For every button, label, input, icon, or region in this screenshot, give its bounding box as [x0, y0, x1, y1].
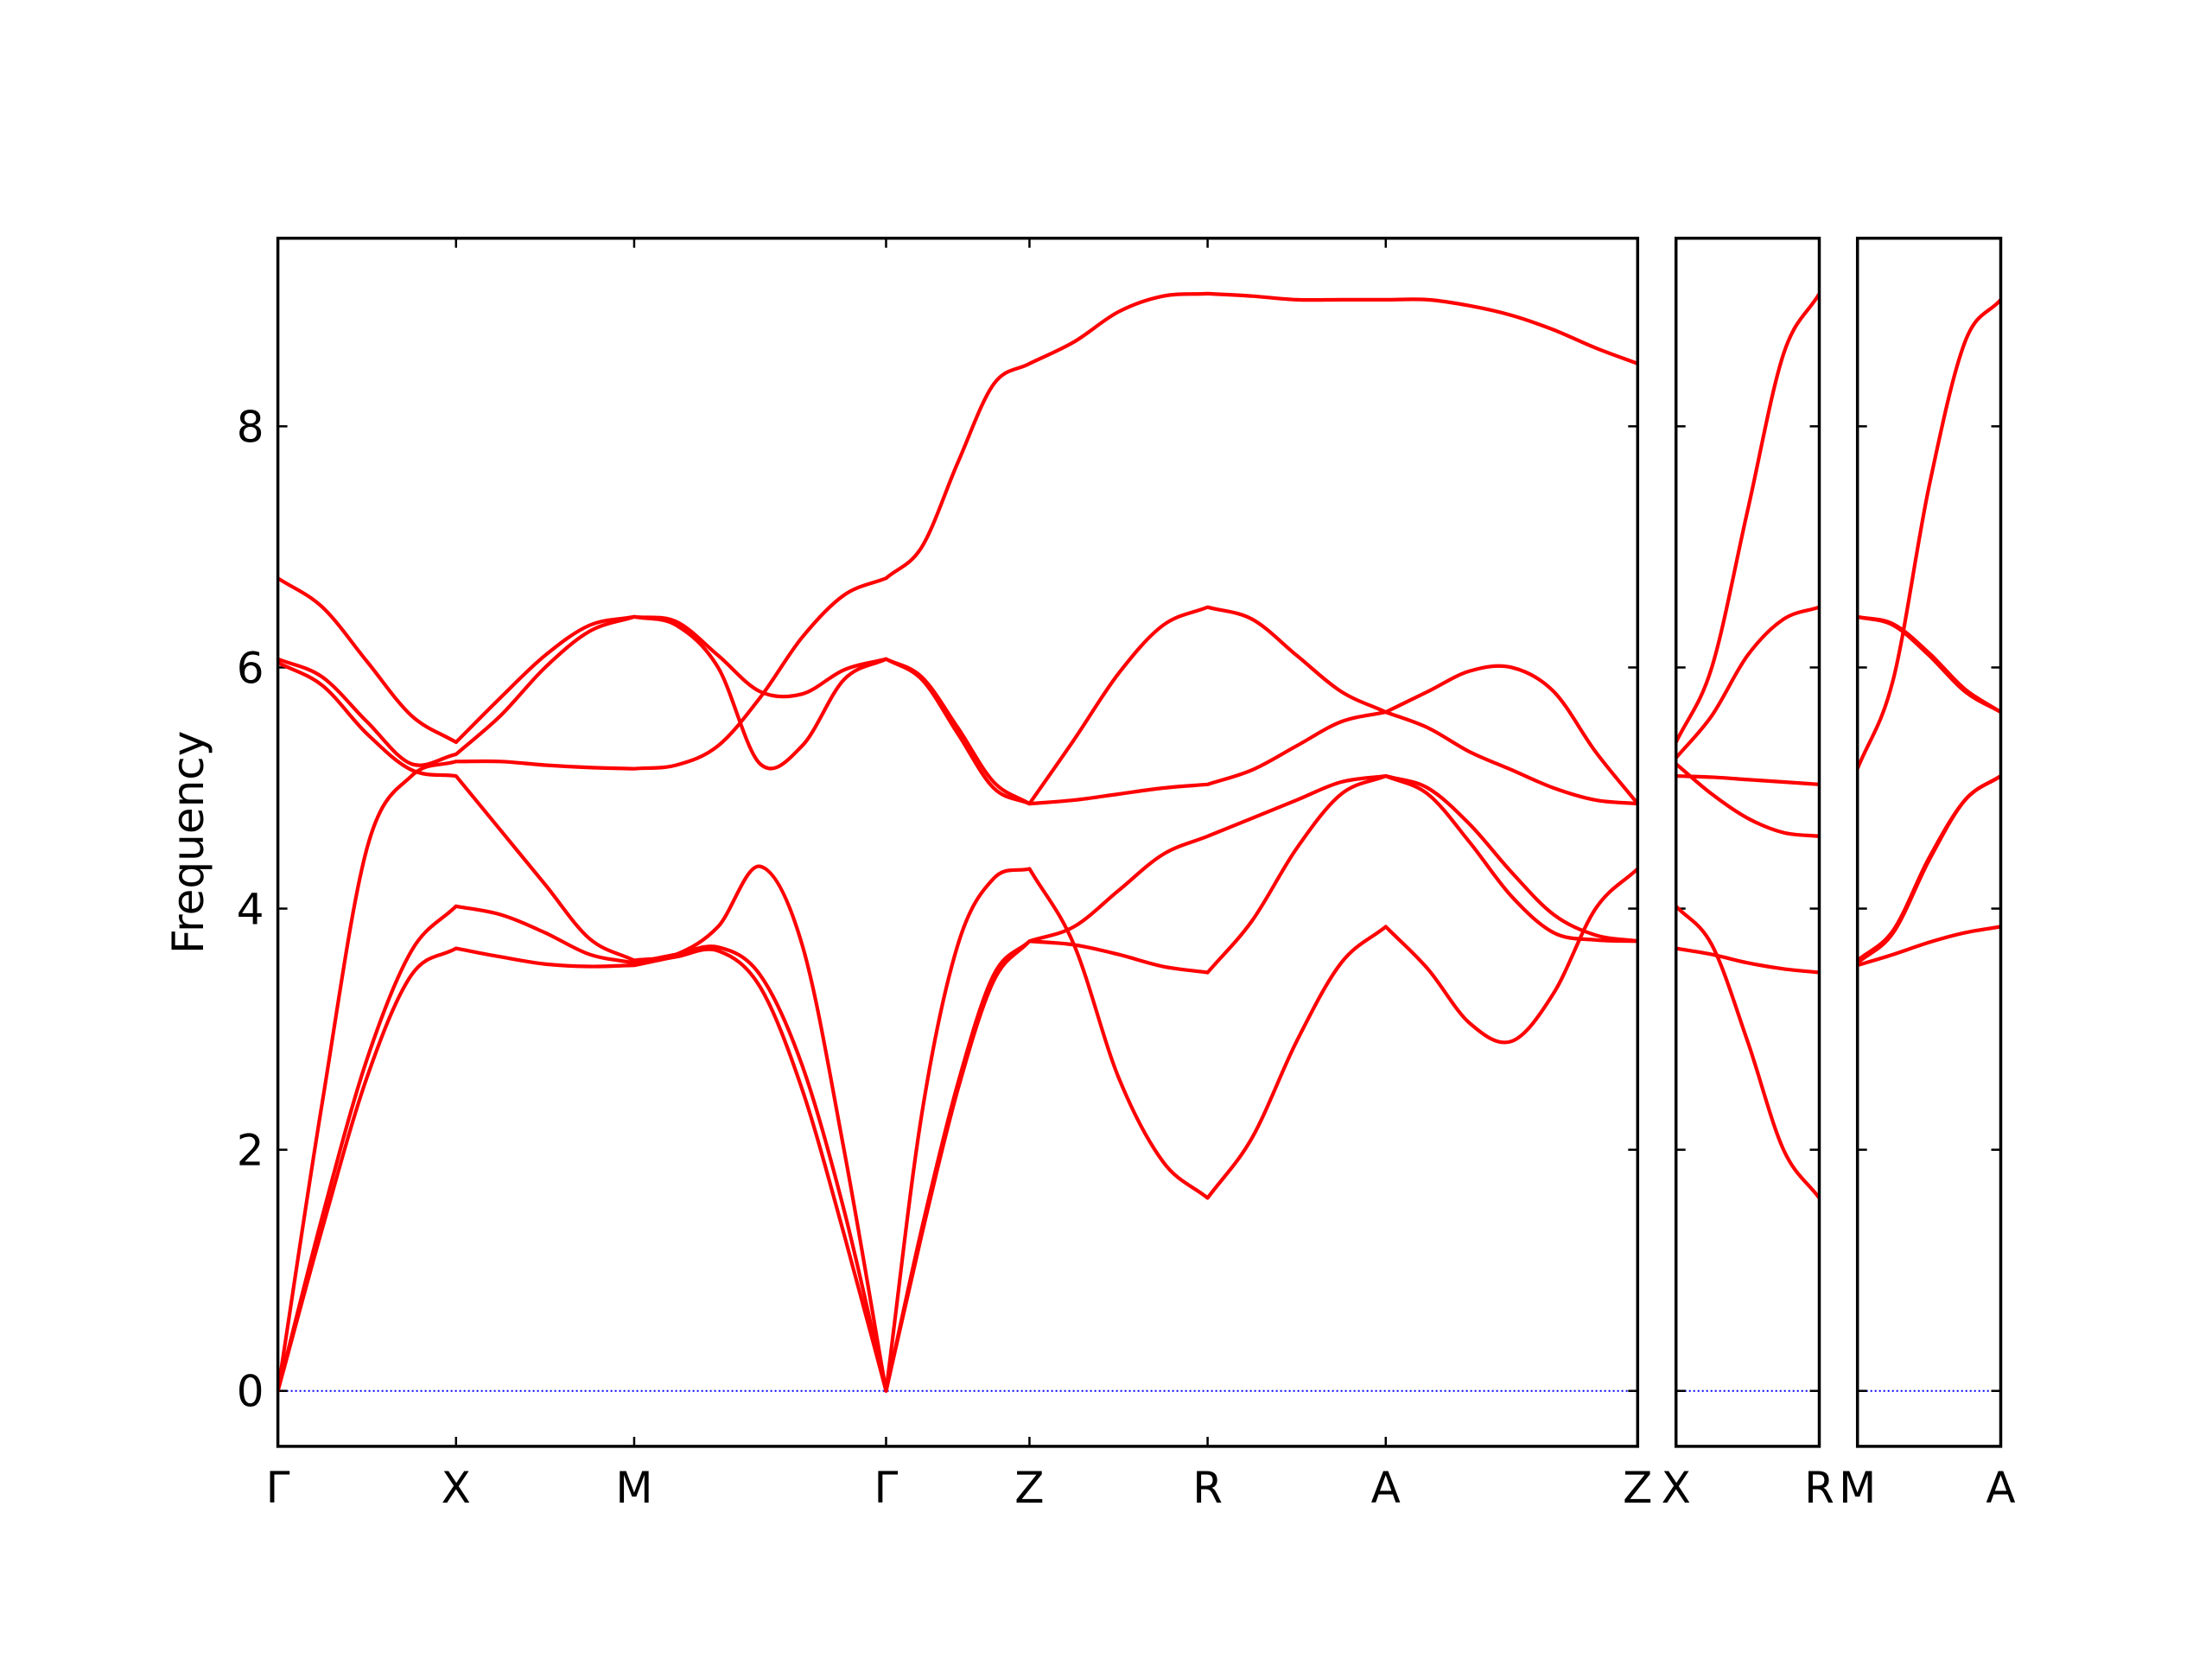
band-line [1675, 605, 1820, 760]
y-tick-label: 2 [237, 1126, 264, 1176]
band-line [277, 291, 1638, 1392]
band-line [1857, 614, 2001, 714]
data-layer [277, 291, 1638, 1393]
band-line [1857, 298, 2001, 770]
x-tick-label: Z [1014, 1463, 1044, 1513]
x-tick-label: A [1371, 1463, 1401, 1513]
y-axis-label: Frequency [163, 731, 213, 954]
band-line [277, 576, 1638, 806]
x-tick-label: Γ [266, 1463, 290, 1513]
y-tick-label: 0 [237, 1367, 264, 1417]
band-line [1675, 773, 1820, 786]
band-line [277, 605, 1638, 806]
x-tick-label: M [615, 1463, 652, 1513]
x-tick-label: X [1662, 1463, 1691, 1513]
x-tick-label: Γ [874, 1463, 899, 1513]
panel-frame [1855, 236, 2003, 1448]
data-layer [1857, 298, 2001, 968]
x-tick-label: R [1192, 1463, 1223, 1513]
band-line [1675, 905, 1820, 1199]
band-line [1675, 946, 1820, 975]
x-tick-label: X [442, 1463, 471, 1513]
band-line [1675, 762, 1820, 838]
band-line [1675, 292, 1820, 743]
x-tick-label: R [1804, 1463, 1834, 1513]
x-tick-label: A [1986, 1463, 2015, 1513]
y-tick-label: 8 [237, 402, 264, 452]
panel: 0 2 4 6 8 Γ X M Γ Z R A Z Frequency [163, 236, 1652, 1513]
y-tick-label: 6 [237, 643, 264, 693]
data-layer [1675, 292, 1820, 1199]
x-tick-label: M [1839, 1463, 1876, 1513]
band-line [1857, 774, 2001, 964]
panel-frame [276, 236, 1640, 1448]
band-line [1857, 925, 2001, 968]
band-line [277, 773, 1638, 1393]
x-tick-label: Z [1623, 1463, 1652, 1513]
y-tick-label: 4 [237, 885, 264, 935]
band-line [277, 661, 1638, 1393]
panel-frame [1674, 236, 1821, 1448]
